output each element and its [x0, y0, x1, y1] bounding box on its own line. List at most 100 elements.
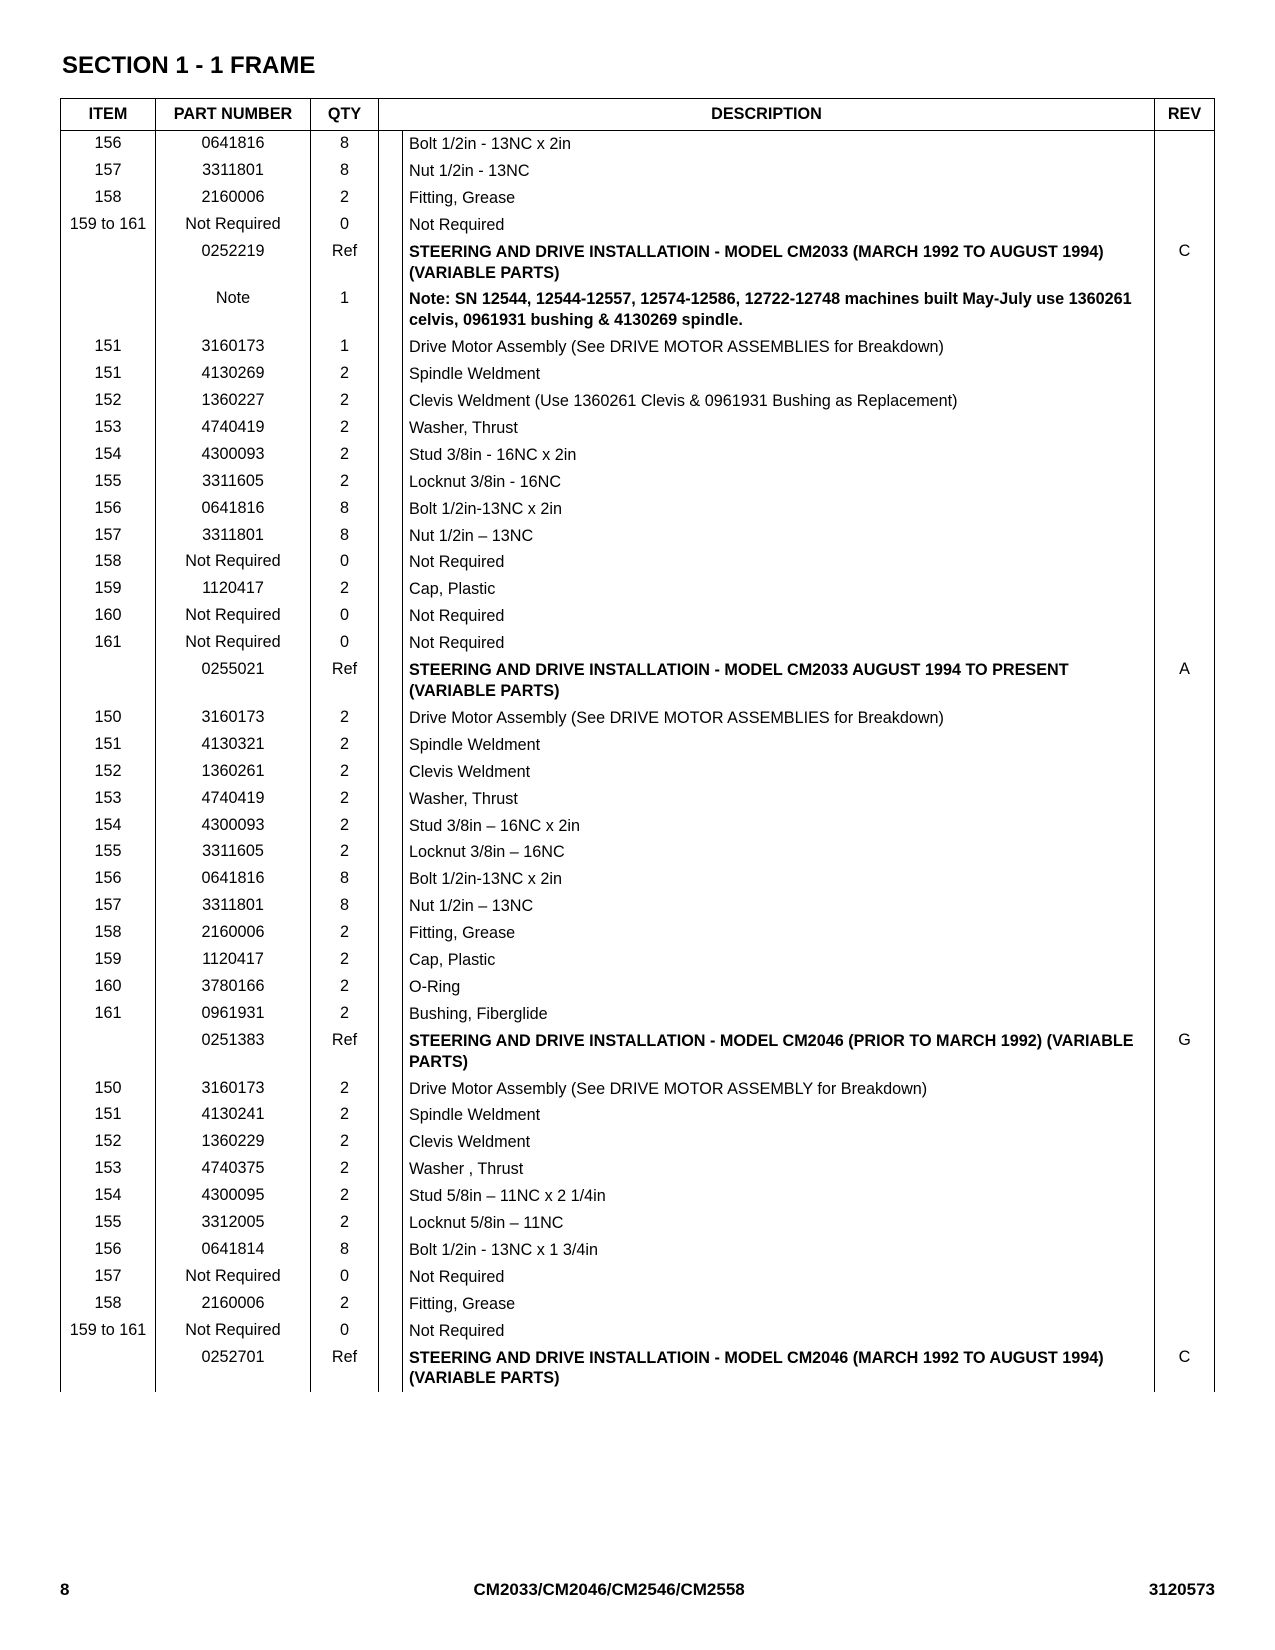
cell-qty: 2 [311, 812, 379, 839]
table-row: 15606418148Bolt 1/2in - 13NC x 1 3/4in [61, 1237, 1215, 1264]
cell-rev [1155, 974, 1215, 1001]
pad-cell [379, 1210, 403, 1237]
cell-item: 157 [61, 158, 156, 185]
pad-cell [379, 657, 403, 705]
cell-part: 4130321 [156, 732, 311, 759]
cell-rev: C [1155, 1345, 1215, 1393]
cell-rev [1155, 893, 1215, 920]
cell-part: 0641816 [156, 496, 311, 523]
cell-item: 151 [61, 732, 156, 759]
cell-item: 154 [61, 442, 156, 469]
table-row: 15533120052Locknut 5/8in – 11NC [61, 1210, 1215, 1237]
cell-qty: 2 [311, 415, 379, 442]
pad-cell [379, 1102, 403, 1129]
table-row: 15911204172Cap, Plastic [61, 947, 1215, 974]
table-row: 15533116052Locknut 3/8in - 16NC [61, 469, 1215, 496]
table-row: 161Not Required0Not Required [61, 630, 1215, 657]
table-row: 15606418168Bolt 1/2in - 13NC x 2in [61, 131, 1215, 158]
cell-rev: A [1155, 657, 1215, 705]
cell-qty: 2 [311, 1291, 379, 1318]
pad-cell [379, 759, 403, 786]
cell-part: 2160006 [156, 1291, 311, 1318]
cell-qty: 2 [311, 1156, 379, 1183]
cell-qty: 2 [311, 442, 379, 469]
cell-desc: Bolt 1/2in - 13NC x 1 3/4in [403, 1237, 1155, 1264]
cell-desc: Nut 1/2in – 13NC [403, 893, 1155, 920]
pad-cell [379, 212, 403, 239]
cell-desc: Not Required [403, 1264, 1155, 1291]
table-row: 15911204172Cap, Plastic [61, 576, 1215, 603]
cell-desc: Not Required [403, 630, 1155, 657]
cell-qty: 1 [311, 286, 379, 334]
table-row: 15213602612Clevis Weldment [61, 759, 1215, 786]
cell-rev [1155, 496, 1215, 523]
cell-part: Not Required [156, 549, 311, 576]
cell-desc: Washer , Thrust [403, 1156, 1155, 1183]
cell-qty: 2 [311, 947, 379, 974]
cell-qty: 8 [311, 158, 379, 185]
cell-rev [1155, 1156, 1215, 1183]
cell-desc: STEERING AND DRIVE INSTALLATIOIN - MODEL… [403, 1345, 1155, 1393]
cell-item: 158 [61, 549, 156, 576]
cell-item: 159 [61, 576, 156, 603]
cell-item: 154 [61, 1183, 156, 1210]
cell-part: 4740375 [156, 1156, 311, 1183]
table-row: 157Not Required0Not Required [61, 1264, 1215, 1291]
pad-cell [379, 549, 403, 576]
cell-part: 3160173 [156, 334, 311, 361]
pad-cell [379, 442, 403, 469]
pad-cell [379, 334, 403, 361]
cell-qty: 2 [311, 185, 379, 212]
cell-desc: Stud 5/8in – 11NC x 2 1/4in [403, 1183, 1155, 1210]
cell-qty: 2 [311, 839, 379, 866]
cell-qty: 2 [311, 920, 379, 947]
cell-rev [1155, 1075, 1215, 1102]
cell-qty: 2 [311, 732, 379, 759]
cell-rev [1155, 759, 1215, 786]
cell-qty: 8 [311, 893, 379, 920]
cell-qty: 2 [311, 705, 379, 732]
cell-qty: Ref [311, 239, 379, 287]
cell-item: 161 [61, 630, 156, 657]
cell-part: Not Required [156, 1318, 311, 1345]
cell-part: 3311801 [156, 522, 311, 549]
cell-desc: Washer, Thrust [403, 785, 1155, 812]
pad-cell [379, 415, 403, 442]
pad-cell [379, 705, 403, 732]
cell-rev [1155, 522, 1215, 549]
cell-part: 0961931 [156, 1001, 311, 1028]
cell-rev [1155, 442, 1215, 469]
cell-qty: 0 [311, 630, 379, 657]
cell-qty: 2 [311, 469, 379, 496]
cell-rev [1155, 603, 1215, 630]
cell-rev [1155, 185, 1215, 212]
cell-rev [1155, 732, 1215, 759]
table-row: 16037801662O-Ring [61, 974, 1215, 1001]
cell-part: 1120417 [156, 947, 311, 974]
cell-desc: STEERING AND DRIVE INSTALLATION - MODEL … [403, 1028, 1155, 1076]
table-row: 159 to 161Not Required0Not Required [61, 212, 1215, 239]
cell-item: 153 [61, 1156, 156, 1183]
parts-table: ITEM PART NUMBER QTY DESCRIPTION REV 156… [60, 98, 1215, 1392]
cell-desc: Not Required [403, 549, 1155, 576]
cell-part: Not Required [156, 603, 311, 630]
cell-item: 160 [61, 603, 156, 630]
table-row: 15821600062Fitting, Grease [61, 920, 1215, 947]
table-row: 15131601731Drive Motor Assembly (See DRI… [61, 334, 1215, 361]
cell-qty: Ref [311, 1028, 379, 1076]
cell-item [61, 286, 156, 334]
cell-qty: Ref [311, 657, 379, 705]
cell-rev [1155, 1237, 1215, 1264]
pad-cell [379, 576, 403, 603]
pad-cell [379, 1028, 403, 1076]
cell-desc: Drive Motor Assembly (See DRIVE MOTOR AS… [403, 1075, 1155, 1102]
cell-desc: Drive Motor Assembly (See DRIVE MOTOR AS… [403, 334, 1155, 361]
cell-part: 0251383 [156, 1028, 311, 1076]
cell-desc: Washer, Thrust [403, 415, 1155, 442]
cell-item [61, 239, 156, 287]
cell-desc: Nut 1/2in - 13NC [403, 158, 1155, 185]
cell-item: 161 [61, 1001, 156, 1028]
cell-rev [1155, 1183, 1215, 1210]
cell-desc: Cap, Plastic [403, 947, 1155, 974]
pad-cell [379, 974, 403, 1001]
